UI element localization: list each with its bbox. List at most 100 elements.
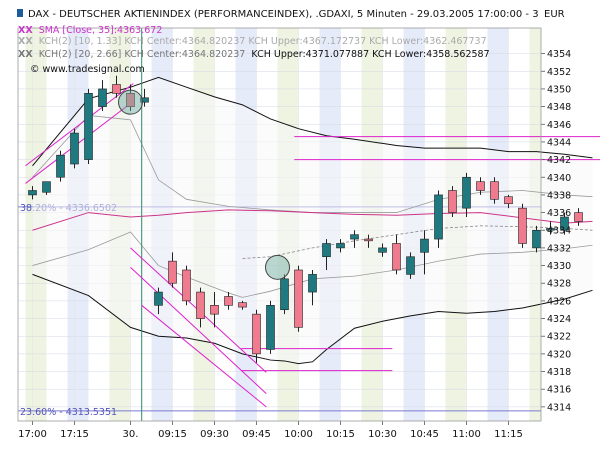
x-tick-label: 17:00 bbox=[18, 429, 47, 440]
candle-body bbox=[98, 88, 107, 107]
candle-body bbox=[280, 278, 289, 311]
legend-kch-1-icon: XX bbox=[18, 36, 33, 47]
candle bbox=[462, 172, 471, 217]
candle bbox=[210, 292, 219, 328]
kch-center-line bbox=[242, 225, 593, 259]
y-tick-label: 4318 bbox=[547, 367, 571, 378]
y-tick-label: 4328 bbox=[547, 279, 571, 290]
y-tick-label: 4344 bbox=[547, 137, 571, 148]
candle bbox=[294, 265, 303, 332]
candle bbox=[224, 292, 233, 310]
trend-line bbox=[25, 100, 134, 184]
y-tick-label: 4336 bbox=[547, 208, 571, 219]
y-tick-label: 4342 bbox=[547, 155, 571, 166]
legend-sma: XX SMA [Close, 35]:4363.672 bbox=[18, 25, 162, 36]
trend-line bbox=[25, 83, 134, 167]
candle-body bbox=[140, 97, 149, 103]
candle-body bbox=[434, 194, 443, 240]
candle-body bbox=[238, 302, 247, 308]
y-tick-label: 4326 bbox=[547, 296, 571, 307]
candle bbox=[42, 181, 51, 195]
candle-body bbox=[504, 196, 513, 205]
kch-outer-lower-line bbox=[32, 273, 593, 365]
trend-line bbox=[141, 304, 267, 408]
sma-line bbox=[32, 209, 593, 231]
candle-body bbox=[406, 256, 415, 275]
candle bbox=[560, 212, 569, 235]
candle-body bbox=[168, 260, 177, 284]
candle bbox=[182, 265, 191, 306]
candle bbox=[532, 225, 541, 253]
candle bbox=[322, 239, 331, 270]
x-tick-label: 09:30 bbox=[200, 429, 229, 440]
candle bbox=[378, 243, 387, 257]
y-tick-label: 4350 bbox=[547, 84, 571, 95]
candle bbox=[252, 309, 261, 363]
candle bbox=[168, 252, 177, 288]
candle bbox=[406, 252, 415, 279]
y-tick-label: 4338 bbox=[547, 190, 571, 201]
y-tick-label: 4346 bbox=[547, 120, 571, 131]
candle-body bbox=[322, 243, 331, 258]
y-tick-label: 4314 bbox=[547, 402, 571, 413]
candle-body bbox=[210, 305, 219, 315]
legend-sma-icon: XX bbox=[18, 25, 33, 36]
legend-kch-2-extra: KCH Upper:4371.077887 KCH Lower:4358.562… bbox=[251, 49, 489, 60]
candle bbox=[280, 274, 289, 315]
candle bbox=[434, 190, 443, 248]
candle-body bbox=[154, 291, 163, 306]
x-tick-label: 11:00 bbox=[452, 429, 481, 440]
candle-body bbox=[420, 238, 429, 253]
y-tick-label: 4332 bbox=[547, 243, 571, 254]
kch-inner-lower-line bbox=[32, 231, 593, 298]
candle bbox=[56, 150, 65, 182]
candle bbox=[140, 88, 149, 107]
candle bbox=[28, 186, 37, 200]
candle-body bbox=[546, 228, 555, 231]
legend-kch-2-label: KCH(2) [20, 2.66] KCH Center:4364.820237 bbox=[39, 49, 246, 60]
header-series-marker bbox=[17, 9, 23, 17]
candle bbox=[504, 194, 513, 209]
candle-body bbox=[476, 181, 485, 191]
legend-kch-1: XX KCH(2) [10, 1.33] KCH Center:4364.820… bbox=[18, 36, 487, 47]
candle bbox=[350, 230, 359, 248]
candle-body bbox=[294, 269, 303, 328]
candle-body bbox=[574, 212, 583, 222]
y-tick-label: 4348 bbox=[547, 102, 571, 113]
candle-body bbox=[518, 207, 527, 244]
candle bbox=[518, 203, 527, 248]
x-tick-label: 09:45 bbox=[242, 429, 271, 440]
chart-title: DAX - DEUTSCHER AKTIENINDEX (PERFORMANCE… bbox=[28, 9, 539, 20]
candle bbox=[546, 221, 555, 235]
fib-level-label: 23.60% - 4313.5351 bbox=[20, 407, 117, 418]
candle-body bbox=[224, 296, 233, 306]
y-tick-label: 4322 bbox=[547, 332, 571, 343]
candle bbox=[364, 234, 373, 248]
candle-body bbox=[28, 190, 37, 196]
candle-body bbox=[532, 229, 541, 249]
legend-kch-1-label: KCH(2) [10, 1.33] KCH Center:4364.820237… bbox=[39, 36, 487, 47]
candle-body bbox=[70, 132, 79, 165]
candle bbox=[70, 128, 79, 169]
candle-body bbox=[336, 243, 345, 249]
x-tick-label: 11:15 bbox=[494, 429, 523, 440]
candle-body bbox=[196, 291, 205, 319]
legend-sma-label: SMA [Close, 35]:4363.672 bbox=[39, 25, 163, 36]
candle-body bbox=[126, 93, 135, 107]
candle bbox=[420, 230, 429, 275]
candle-body bbox=[378, 247, 387, 253]
x-tick-label: 10:15 bbox=[326, 429, 355, 440]
y-tick-label: 4320 bbox=[547, 349, 571, 360]
candle-body bbox=[448, 190, 457, 213]
y-tick-label: 4340 bbox=[547, 173, 571, 184]
y-tick-label: 4354 bbox=[547, 49, 571, 60]
candle bbox=[266, 300, 275, 354]
x-tick-label: 17:15 bbox=[60, 429, 89, 440]
candle bbox=[476, 177, 485, 195]
candle-body bbox=[462, 176, 471, 209]
candle-body bbox=[266, 305, 275, 350]
candle bbox=[84, 88, 93, 165]
candle bbox=[392, 234, 401, 275]
x-tick-label: 30. bbox=[123, 429, 139, 440]
